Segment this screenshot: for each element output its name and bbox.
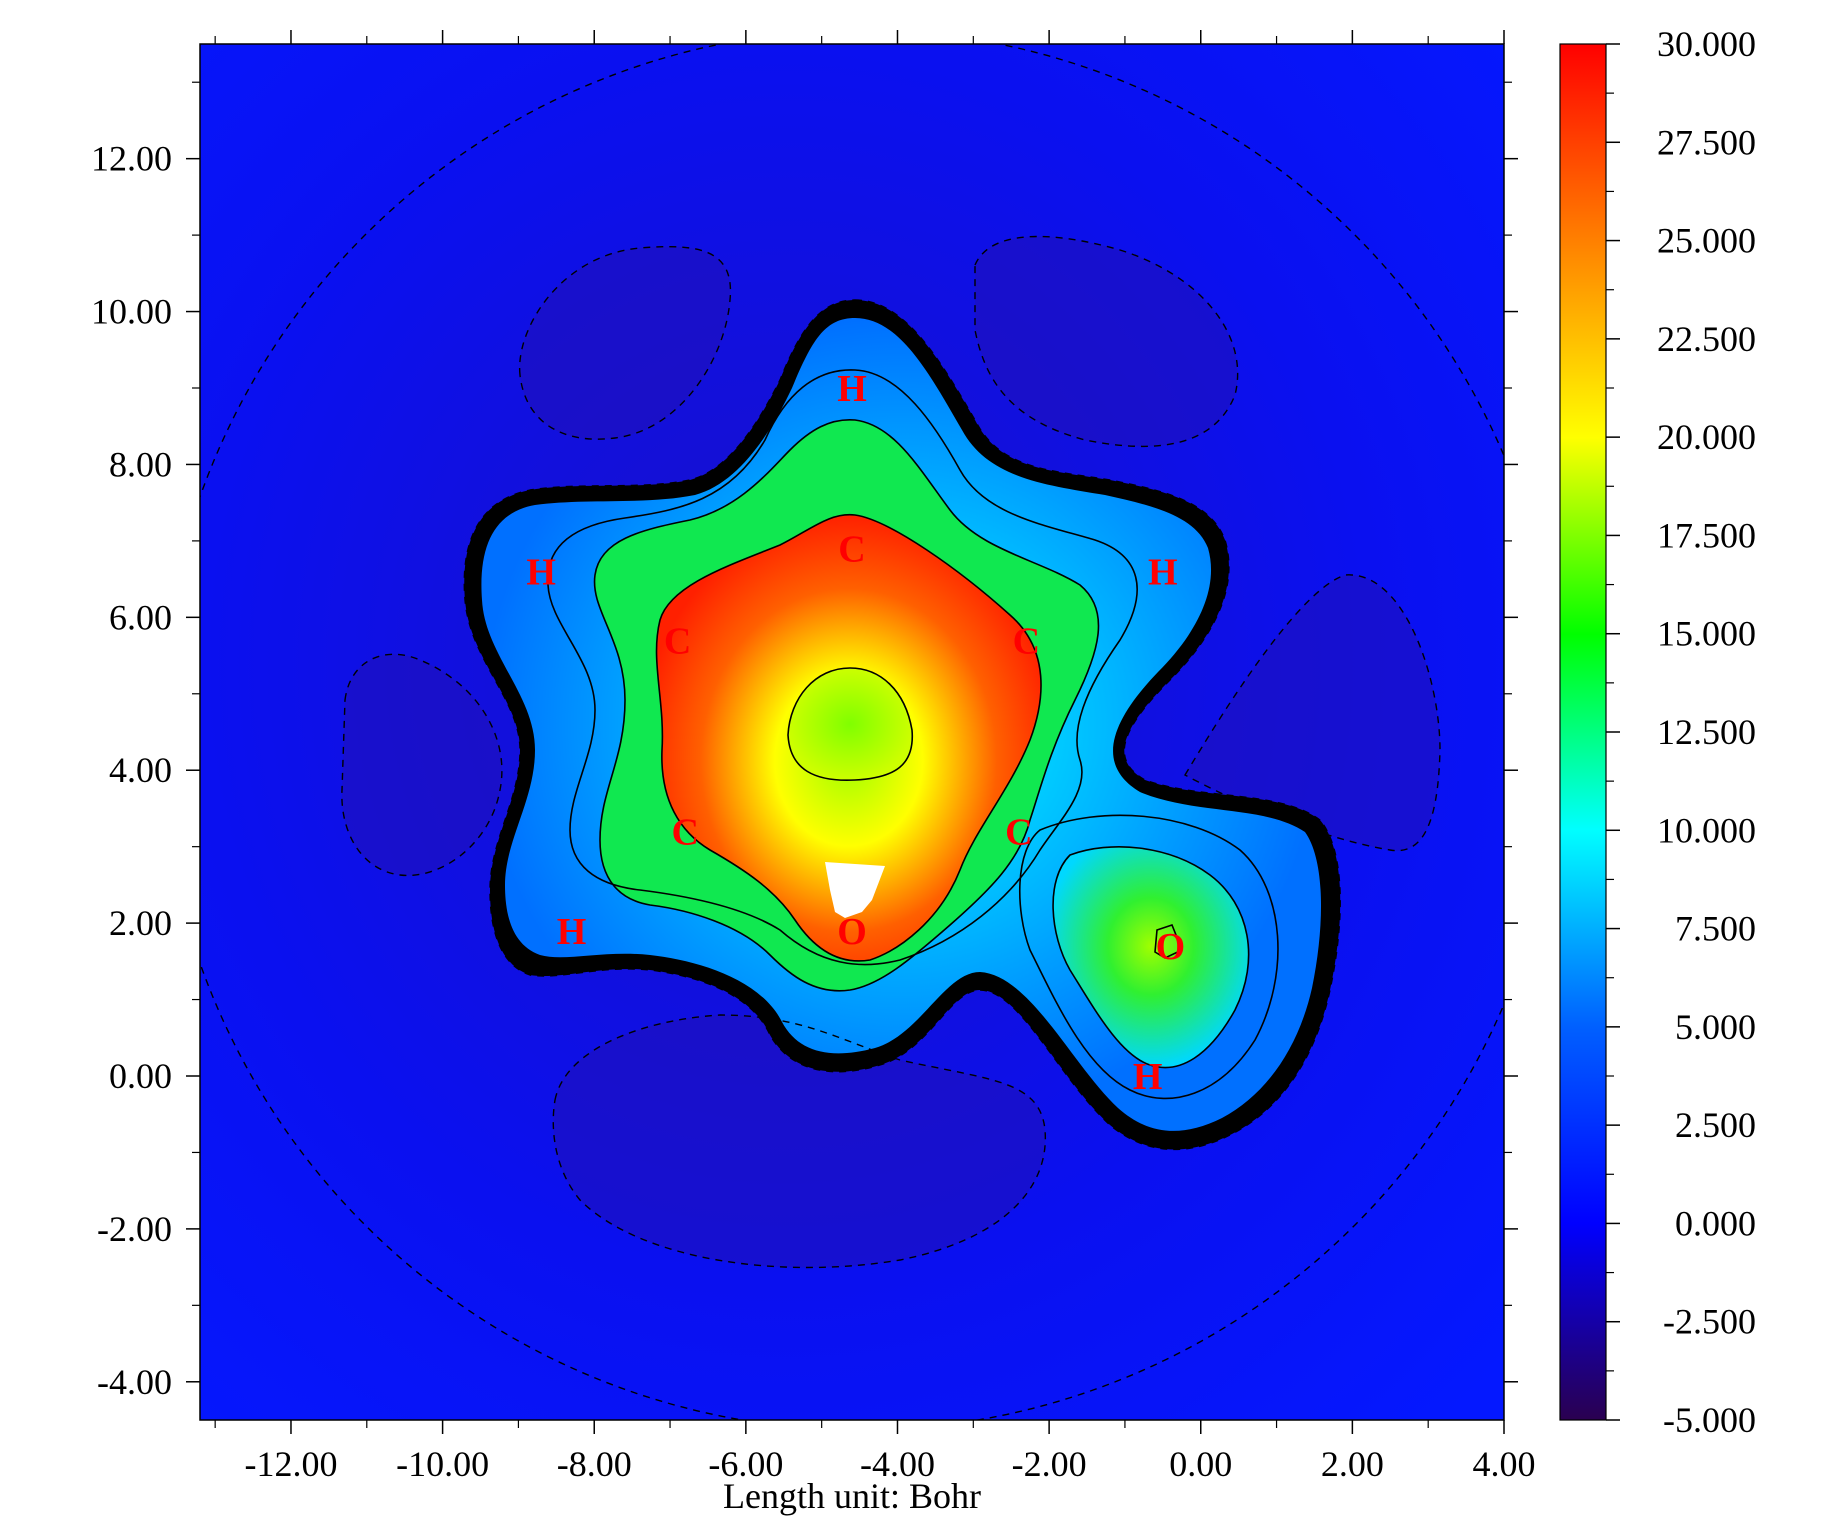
y-tick-label: 8.00 [109,444,172,484]
saturated-region [825,862,885,918]
contour-line [655,513,1042,962]
atom-label-c: C [664,620,691,662]
contour-line [787,667,914,781]
colorbar-tick-label: -2.500 [1663,1302,1756,1342]
x-tick-label: 0.00 [1169,1444,1232,1484]
hydroxyl-region [1053,846,1249,1068]
colorbar-tick-label: -5.000 [1663,1400,1756,1440]
contour-line-dashed [974,235,1239,448]
y-tick-label: 4.00 [109,750,172,790]
atom-label-h: H [526,551,556,593]
y-tick-label: -2.00 [97,1209,172,1249]
x-tick-label: 2.00 [1321,1444,1384,1484]
colorbar-tick-label: 27.500 [1657,122,1756,162]
y-tick-label: 6.00 [109,597,172,637]
colorbar-tick-label: 30.000 [1657,24,1756,64]
colorbar-axis: 30.000 27.500 25.000 22.500 20.000 17.500 15.0… [1606,24,1756,1440]
colorbar-tick-label: 20.000 [1657,417,1756,457]
colorbar-tick-label: 12.500 [1657,712,1756,752]
contour-line [593,419,1100,992]
x-tick-label: -4.00 [860,1444,935,1484]
colorbar-tick-label: 17.500 [1657,515,1756,555]
depletion-lobe [553,1015,1046,1268]
contour-line [1052,846,1250,1069]
atom-label-o: O [1156,926,1186,968]
contour-line-dashed [463,299,1341,1151]
contour-line-dashed [518,245,732,440]
ring-hole [788,668,913,781]
contour-line [1154,924,1184,959]
y-tick-label: 2.00 [109,903,172,943]
y-tick-label: 0.00 [109,1056,172,1096]
contour-line [547,369,1138,966]
colorbar-tick-label: 7.500 [1675,909,1756,949]
y-tick-label: 10.00 [91,292,172,332]
plot-area [200,44,1504,1420]
atom-label-o: O [837,911,867,953]
depletion-lobe [1185,574,1440,851]
atom-label-h: H [1133,1056,1163,1098]
colorbar-tick-label: 22.500 [1657,319,1756,359]
y-tick-label: 12.00 [91,139,172,179]
atom-label-c: C [838,529,865,571]
colorbar-tick-label: 0.000 [1675,1203,1756,1243]
contour-line-dashed [1184,574,1441,852]
contour-line [1018,814,1279,1100]
atom-label-c: C [1005,811,1032,853]
x-tick-label: -6.00 [708,1444,783,1484]
y-tick-label: -4.00 [97,1362,172,1402]
atom-label-h: H [1148,551,1178,593]
colorbar-tick-label: 15.000 [1657,614,1756,654]
x-tick-label: -2.00 [1012,1444,1087,1484]
x-tick-label: 4.00 [1473,1444,1536,1484]
depletion-lobe [975,236,1238,447]
atom-label-h: H [837,368,867,410]
atom-label-h: H [557,911,587,953]
x-tick-label: -12.00 [244,1444,337,1484]
contour-line-dashed [552,1014,1046,1269]
atom-label-c: C [1013,620,1040,662]
colorbar-tick-label: 25.000 [1657,221,1756,261]
colorbar-tick-label: 2.500 [1675,1105,1756,1145]
x-axis-title: Length unit: Bohr [723,1476,981,1516]
contour-line-dashed [341,653,503,877]
depletion-lobe [341,654,502,876]
plot-frame [199,43,1505,1421]
depletion-lobe [519,246,731,440]
colorbar [1559,43,1607,1421]
atom-label-c: C [671,811,698,853]
atom-labels: H C H H C C C C H O O H [526,368,1185,1098]
y-axis: -4.00 -2.00 0.00 2.00 4.00 6.00 8.00 10.00 12.00 [91,81,1518,1402]
x-tick-label: -8.00 [557,1444,632,1484]
x-axis: -12.00 -10.00 -8.00 -6.00 -4.00 -2.00 0.00 2.00… [214,30,1536,1484]
colorbar-tick-label: 5.000 [1675,1007,1756,1047]
x-tick-label: -10.00 [396,1444,489,1484]
colorbar-tick-label: 10.000 [1657,810,1756,850]
